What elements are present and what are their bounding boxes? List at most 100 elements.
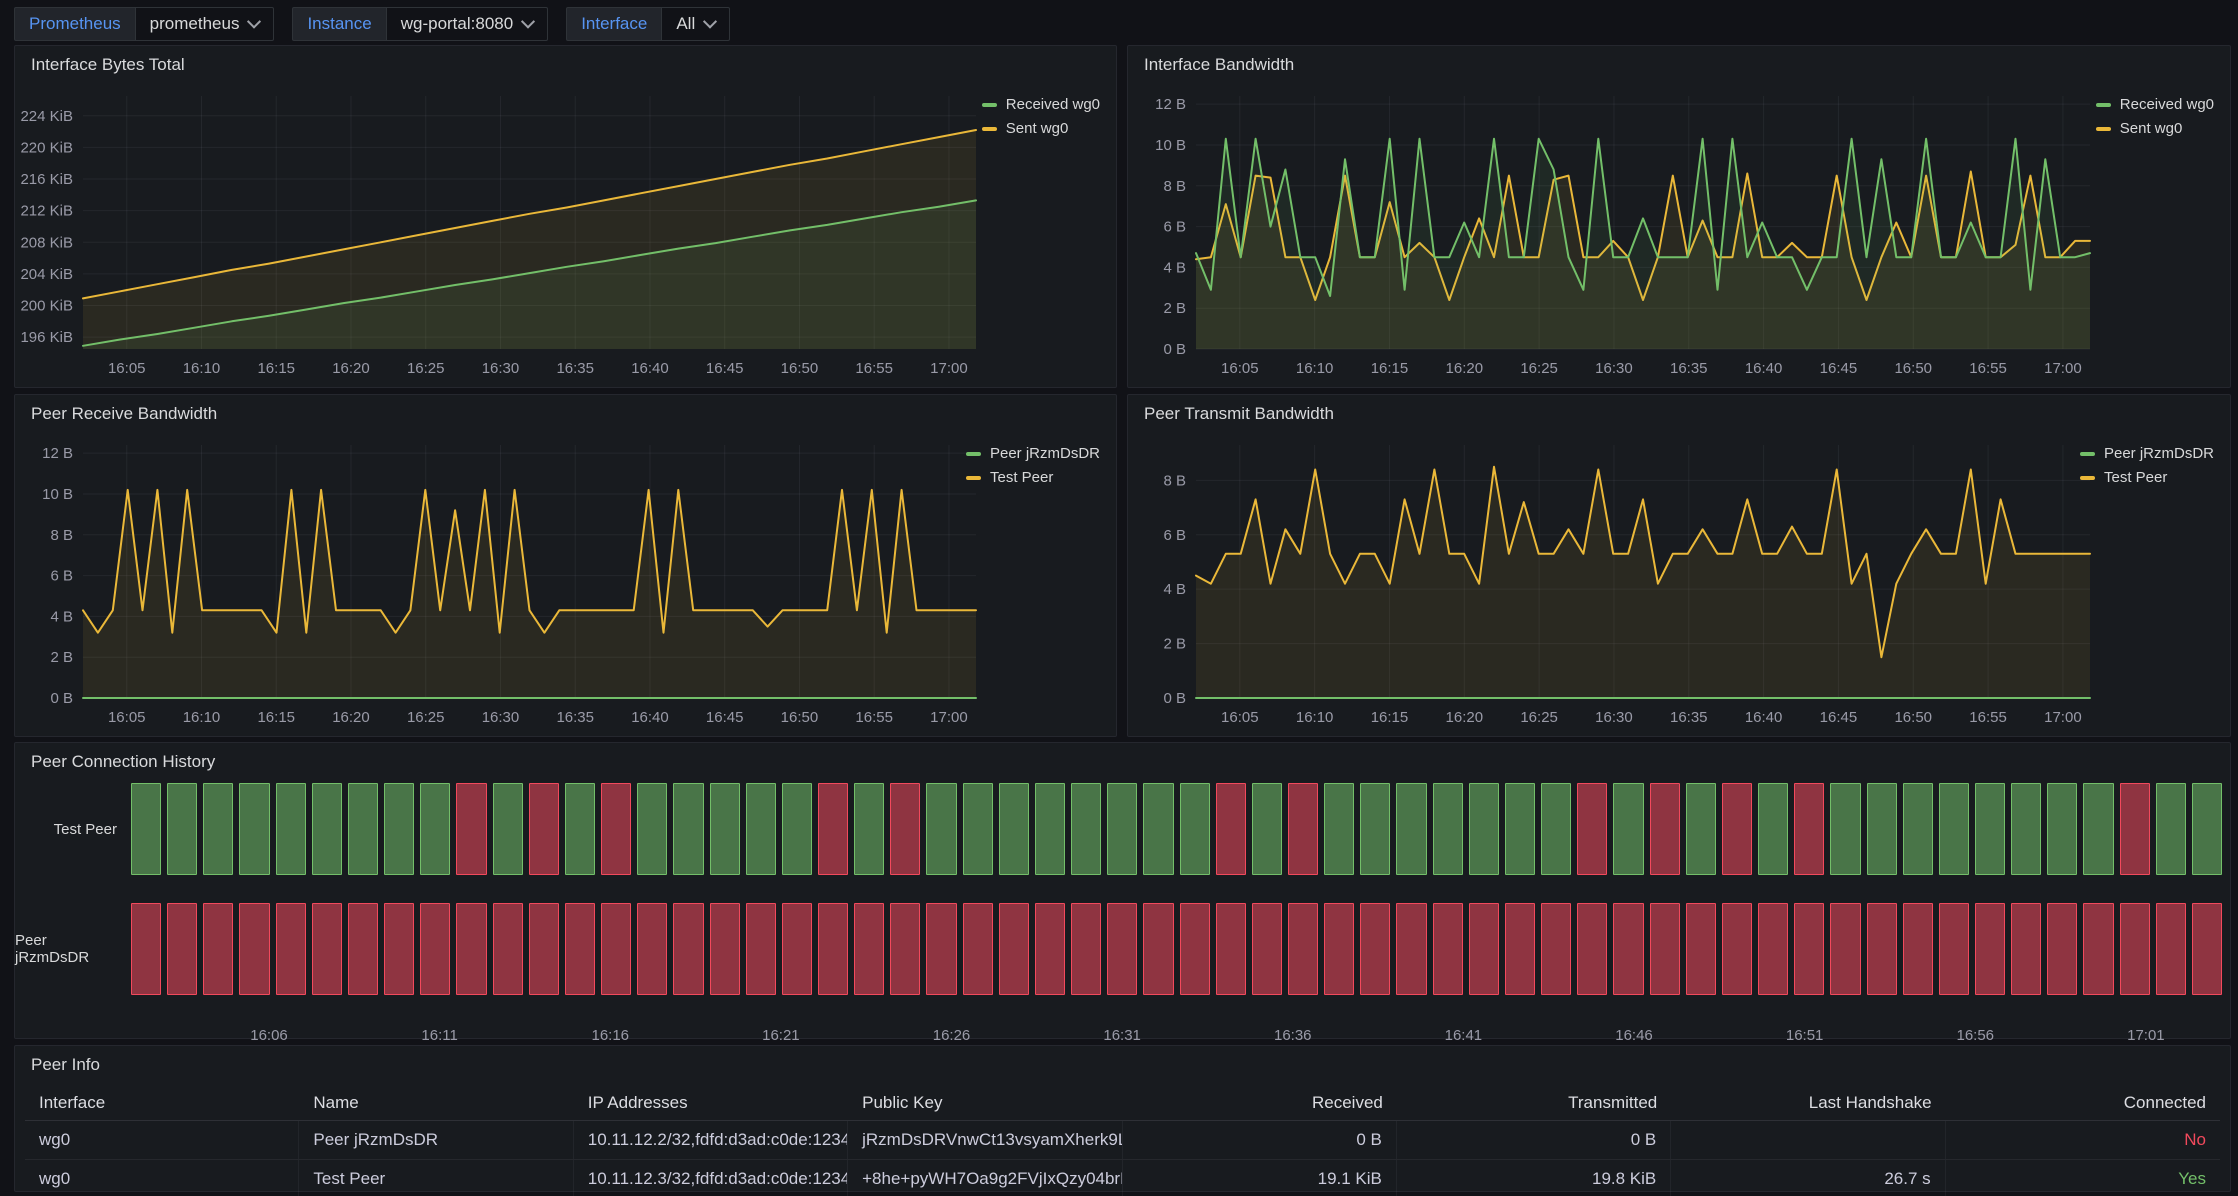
- table-cell-interface: wg0: [25, 1160, 299, 1196]
- column-header-received[interactable]: Received: [1123, 1086, 1397, 1120]
- timeline-state-connected: [203, 783, 233, 875]
- y-axis-tick-label: 10 B: [42, 486, 73, 503]
- timeline-state-disconnected: [1216, 783, 1246, 875]
- x-axis-tick-label: 17:00: [2044, 709, 2082, 726]
- y-axis-tick-label: 6 B: [1163, 219, 1186, 236]
- x-axis-tick-label: 16:50: [1894, 709, 1932, 726]
- x-axis-tick-label: 16:50: [781, 360, 819, 377]
- peer-connection-history-timeline[interactable]: Test PeerPeer jRzmDsDR16:0616:1116:1616:…: [15, 783, 2222, 1034]
- panel-peer-info: Peer Info InterfaceNameIP AddressesPubli…: [14, 1045, 2231, 1192]
- timeline-state-disconnected: [239, 903, 269, 995]
- timeline-state-connected: [1324, 783, 1354, 875]
- peer-receive-bandwidth-chart[interactable]: 0 B2 B4 B6 B8 B10 B12 B16:0516:1016:1516…: [19, 429, 1116, 734]
- chevron-down-icon: [703, 14, 717, 28]
- variable-interface-dropdown[interactable]: All: [661, 7, 730, 41]
- timeline-state-disconnected: [348, 903, 378, 995]
- timeline-state-disconnected: [420, 903, 450, 995]
- legend-label: Test Peer: [990, 469, 1053, 486]
- legend-label: Received wg0: [1006, 96, 1100, 113]
- timeline-row-peer-jrzmdsdr: Peer jRzmDsDR: [15, 903, 2222, 995]
- interface-bytes-total-chart[interactable]: 196 KiB200 KiB204 KiB208 KiB212 KiB216 K…: [19, 80, 1116, 385]
- table-cell-last-handshake: [1671, 1121, 1945, 1159]
- variable-instance-dropdown[interactable]: wg-portal:8080: [386, 7, 548, 41]
- column-header-name[interactable]: Name: [299, 1086, 573, 1120]
- legend-item-received-wg0[interactable]: Received wg0: [2096, 96, 2214, 113]
- grafana-dashboard: Prometheus prometheus Instance wg-portal…: [0, 0, 2238, 1196]
- legend-item-sent-wg0[interactable]: Sent wg0: [2096, 120, 2183, 137]
- timeline-state-connected: [854, 783, 884, 875]
- timeline-state-connected: [1939, 783, 1969, 875]
- timeline-state-disconnected: [1505, 903, 1535, 995]
- column-header-interface[interactable]: Interface: [25, 1086, 299, 1120]
- table-cell-public-key: +8he+pyWH7Oa9g2FVjIxQzy04brLX+D: [848, 1160, 1122, 1196]
- panel-peer-receive-bandwidth: Peer Receive Bandwidth 0 B2 B4 B6 B8 B10…: [14, 394, 1117, 737]
- timeline-state-disconnected: [1577, 783, 1607, 875]
- column-header-transmitted[interactable]: Transmitted: [1397, 1086, 1671, 1120]
- chart-legend: Received wg0 Sent wg0: [2096, 96, 2214, 137]
- timeline-state-disconnected: [926, 903, 956, 995]
- y-axis-tick-label: 2 B: [1163, 636, 1186, 653]
- legend-label: Test Peer: [2104, 469, 2167, 486]
- timeline-state-disconnected: [601, 783, 631, 875]
- timeline-state-connected: [673, 783, 703, 875]
- timeline-state-disconnected: [167, 903, 197, 995]
- legend-item-received-wg0[interactable]: Received wg0: [982, 96, 1100, 113]
- legend-item-test-peer[interactable]: Test Peer: [2080, 469, 2167, 486]
- legend-label: Peer jRzmDsDR: [2104, 445, 2214, 462]
- x-axis-tick-label: 16:10: [1296, 709, 1334, 726]
- x-axis-tick-label: 17:01: [2127, 1027, 2165, 1044]
- timeline-state-connected: [384, 783, 414, 875]
- legend-swatch: [2096, 103, 2111, 107]
- panel-title[interactable]: Peer Info: [15, 1046, 2230, 1084]
- x-axis-tick-label: 17:00: [930, 709, 968, 726]
- x-axis-tick-label: 16:51: [1786, 1027, 1824, 1044]
- column-header-ip-addresses[interactable]: IP Addresses: [574, 1086, 848, 1120]
- panel-interface-bytes-total: Interface Bytes Total 196 KiB200 KiB204 …: [14, 45, 1117, 388]
- legend-item-peer-jrzmdsdr[interactable]: Peer jRzmDsDR: [966, 445, 1100, 462]
- timeline-state-disconnected: [529, 903, 559, 995]
- timeline-state-connected: [1469, 783, 1499, 875]
- y-axis-tick-label: 204 KiB: [20, 266, 73, 283]
- timeline-state-connected: [1830, 783, 1860, 875]
- variable-instance-value: wg-portal:8080: [401, 14, 513, 34]
- timeline-state-disconnected: [456, 783, 486, 875]
- timeline-state-connected: [637, 783, 667, 875]
- legend-label: Received wg0: [2120, 96, 2214, 113]
- timeline-state-connected: [1107, 783, 1137, 875]
- legend-label: Sent wg0: [2120, 120, 2183, 137]
- legend-item-sent-wg0[interactable]: Sent wg0: [982, 120, 1069, 137]
- variable-prometheus-dropdown[interactable]: prometheus: [135, 7, 275, 41]
- panel-title[interactable]: Peer Receive Bandwidth: [15, 395, 1116, 433]
- timeline-state-connected: [1758, 783, 1788, 875]
- column-header-connected[interactable]: Connected: [1946, 1086, 2220, 1120]
- x-axis-tick-label: 16:40: [1745, 709, 1783, 726]
- y-axis-tick-label: 6 B: [50, 568, 73, 585]
- timeline-state-disconnected: [1541, 903, 1571, 995]
- timeline-state-disconnected: [1107, 903, 1137, 995]
- legend-item-peer-jrzmdsdr[interactable]: Peer jRzmDsDR: [2080, 445, 2214, 462]
- table-cell-connected: No: [1946, 1121, 2220, 1159]
- chart-legend: Received wg0 Sent wg0: [982, 96, 1100, 137]
- column-header-public-key[interactable]: Public Key: [848, 1086, 1122, 1120]
- legend-item-test-peer[interactable]: Test Peer: [966, 469, 1053, 486]
- y-axis-tick-label: 10 B: [1155, 137, 1186, 154]
- chevron-down-icon: [521, 14, 535, 28]
- x-axis-tick-label: 17:00: [2044, 360, 2082, 377]
- x-axis-tick-label: 16:30: [1595, 709, 1633, 726]
- timeline-state-connected: [999, 783, 1029, 875]
- x-axis-tick-label: 16:55: [855, 360, 893, 377]
- table-cell-interface: wg0: [25, 1121, 299, 1159]
- timeline-state-disconnected: [637, 903, 667, 995]
- interface-bandwidth-chart[interactable]: 0 B2 B4 B6 B8 B10 B12 B16:0516:1016:1516…: [1132, 80, 2230, 385]
- table-cell-last-handshake: 26.7 s: [1671, 1160, 1945, 1196]
- x-axis-tick-label: 16:35: [1670, 709, 1708, 726]
- timeline-state-disconnected: [1433, 903, 1463, 995]
- panel-title[interactable]: Peer Transmit Bandwidth: [1128, 395, 2230, 433]
- peer-transmit-bandwidth-chart[interactable]: 0 B2 B4 B6 B8 B16:0516:1016:1516:2016:25…: [1132, 429, 2230, 734]
- dashboard-variables: Prometheus prometheus Instance wg-portal…: [14, 7, 730, 41]
- panel-title[interactable]: Peer Connection History: [15, 743, 2230, 781]
- timeline-state-connected: [2011, 783, 2041, 875]
- column-header-last-handshake[interactable]: Last Handshake: [1671, 1086, 1945, 1120]
- panel-title[interactable]: Interface Bandwidth: [1128, 46, 2230, 84]
- panel-title[interactable]: Interface Bytes Total: [15, 46, 1116, 84]
